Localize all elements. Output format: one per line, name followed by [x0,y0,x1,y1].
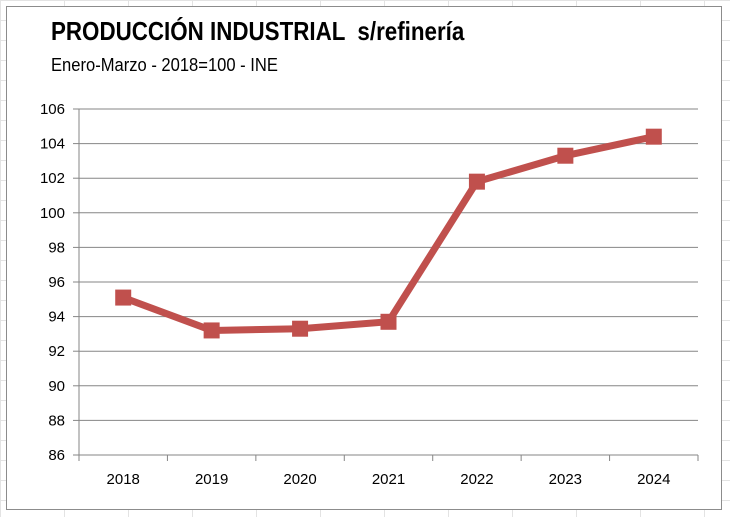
x-tick-label: 2018 [107,471,140,488]
chart-subtitle: Enero-Marzo - 2018=100 - INE [51,55,278,75]
y-tick-label: 100 [40,205,65,222]
x-tick-label: 2021 [372,471,405,488]
y-tick-label: 96 [48,274,65,291]
y-tick-label: 88 [48,412,65,429]
x-tick-label: 2020 [283,471,316,488]
x-tick-label: 2022 [460,471,493,488]
y-tick-label: 98 [48,239,65,256]
data-point-2018 [115,289,132,306]
y-tick-label: 94 [48,309,65,326]
x-tick-label: 2019 [195,471,228,488]
y-tick-label: 102 [40,170,65,187]
y-tick-label: 92 [48,343,65,360]
y-tick-label: 90 [48,378,65,395]
data-point-2020 [292,320,309,337]
data-point-2019 [203,322,220,339]
series-line [119,133,658,334]
chart-title: PRODUCCIÓN INDUSTRIAL s/refinería [51,16,465,46]
y-tick-label: 104 [40,136,65,153]
chart-area[interactable] [6,6,722,510]
y-tick-label: 86 [48,447,65,464]
data-point-2024 [645,128,662,145]
x-tick-label: 2024 [637,471,670,488]
data-point-2022 [468,173,485,190]
data-point-2021 [380,313,397,330]
y-tick-label: 106 [40,101,65,118]
x-tick-label: 2023 [549,471,582,488]
data-point-2023 [557,147,574,164]
